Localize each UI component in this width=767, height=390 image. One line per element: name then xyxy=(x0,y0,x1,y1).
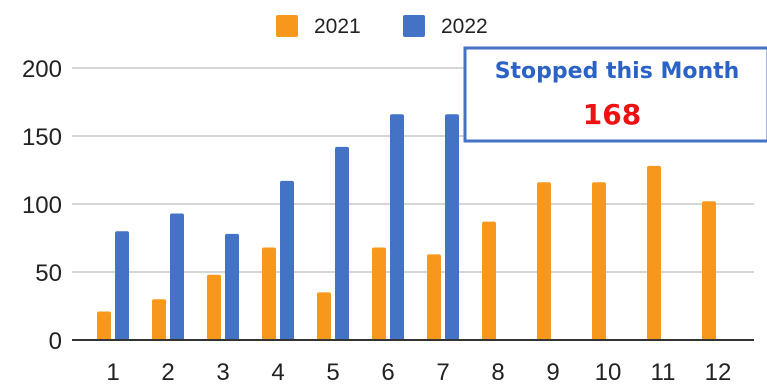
legend-label-2022: 2022 xyxy=(441,15,488,38)
callout-title: Stopped this Month xyxy=(495,59,740,84)
x-tick-label: 12 xyxy=(705,359,732,386)
x-tick-label: 4 xyxy=(271,359,284,386)
x-tick-label: 10 xyxy=(595,359,622,386)
bar-2021-1 xyxy=(97,311,111,340)
bar-2021-8 xyxy=(482,221,496,340)
bar-2022-1 xyxy=(115,231,129,340)
x-tick-label: 3 xyxy=(216,359,229,386)
y-tick-label: 200 xyxy=(22,56,62,83)
x-tick-label: 2 xyxy=(161,359,174,386)
bar-2021-7 xyxy=(427,254,441,340)
y-tick-label: 0 xyxy=(49,328,62,355)
bar-2021-4 xyxy=(262,247,276,340)
x-tick-label: 6 xyxy=(381,359,394,386)
bar-2021-5 xyxy=(317,292,331,340)
legend-label-2021: 2021 xyxy=(314,15,361,38)
bar-2022-5 xyxy=(335,146,349,340)
bar-2022-3 xyxy=(225,233,239,340)
bar-2022-4 xyxy=(280,180,294,340)
bar-2021-10 xyxy=(592,182,606,340)
callout-value: 168 xyxy=(583,98,641,131)
x-tick-label: 7 xyxy=(436,359,449,386)
legend-swatch-2022 xyxy=(403,15,425,37)
callout-border xyxy=(463,46,767,143)
callout-box: Stopped this Month 168 xyxy=(463,46,767,143)
legend-swatch-2021 xyxy=(276,15,298,37)
legend: 2021 2022 xyxy=(276,15,488,38)
bar-2022-7 xyxy=(445,114,459,341)
bars xyxy=(97,114,716,341)
bar-2021-3 xyxy=(207,274,221,340)
y-axis-ticks: 0 50 100 150 200 xyxy=(22,56,62,355)
x-tick-label: 1 xyxy=(106,359,119,386)
x-tick-label: 11 xyxy=(651,359,676,386)
bar-2021-6 xyxy=(372,247,386,340)
bar-2021-2 xyxy=(152,299,166,340)
x-tick-label: 5 xyxy=(326,359,339,386)
bar-2022-2 xyxy=(170,213,184,340)
y-tick-label: 100 xyxy=(22,192,62,219)
bar-2022-6 xyxy=(390,114,404,341)
y-tick-label: 150 xyxy=(22,124,62,151)
bar-2021-11 xyxy=(647,165,661,340)
bar-2021-12 xyxy=(702,201,716,340)
x-tick-label: 8 xyxy=(491,359,504,386)
y-tick-label: 50 xyxy=(35,260,62,287)
x-tick-label: 9 xyxy=(546,359,559,386)
bar-2021-9 xyxy=(537,182,551,340)
x-axis-ticks: 1 2 3 4 5 6 7 8 9 10 11 12 xyxy=(106,359,731,386)
